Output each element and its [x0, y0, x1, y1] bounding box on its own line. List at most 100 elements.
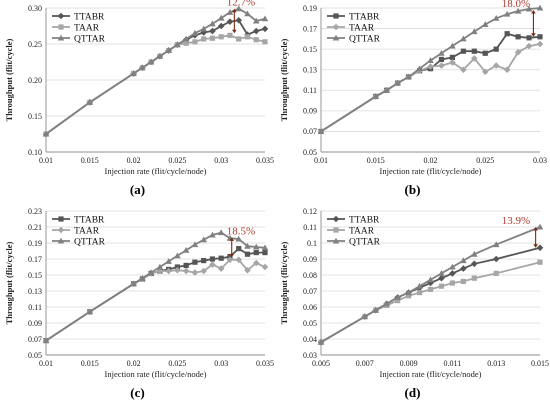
- annotation-label: 13.9%: [502, 215, 530, 227]
- x-tick-label: 0.03: [533, 156, 547, 165]
- data-point: [130, 70, 137, 77]
- data-point: [165, 258, 172, 264]
- legend-marker: [58, 24, 64, 30]
- data-point: [405, 289, 412, 296]
- x-tick-label: 0.009: [400, 359, 418, 368]
- annotation-arrowhead-top: [533, 227, 538, 231]
- data-point: [236, 36, 242, 42]
- legend-entry: TAAR: [349, 23, 375, 33]
- y-axis-title: Throughput (flit/cycle): [279, 38, 289, 121]
- data-point: [504, 31, 510, 37]
- data-point: [361, 313, 369, 320]
- chart-b-svg: 0.05 0.07 0.09 0.11 0.13 0.15 0.17 0.19 0.01 0.01…: [279, 0, 547, 176]
- y-tick-label: 0.17: [303, 24, 317, 33]
- data-point: [182, 267, 190, 275]
- series-qttar: [42, 229, 269, 344]
- legend-entry: TTABR: [74, 12, 105, 22]
- data-point: [503, 66, 511, 74]
- x-tick-label: 0.01: [314, 156, 328, 165]
- data-point: [481, 21, 489, 27]
- data-point: [182, 35, 190, 42]
- data-point: [252, 243, 260, 250]
- data-point: [416, 65, 423, 72]
- x-tick-label: 0.005: [312, 359, 330, 368]
- data-point: [460, 66, 467, 74]
- data-point: [217, 229, 225, 236]
- data-point: [165, 47, 172, 53]
- data-point: [492, 241, 500, 248]
- data-point: [209, 35, 216, 41]
- data-point: [460, 257, 467, 264]
- data-point: [209, 231, 216, 238]
- annotation-label: 18.0%: [502, 0, 530, 10]
- y-tick-label: 0.11: [303, 86, 317, 95]
- series-taar: [318, 259, 543, 345]
- data-point: [244, 242, 251, 249]
- data-point: [416, 282, 423, 289]
- x-tick-label: 0.011: [444, 359, 462, 368]
- chart-panel-c: 0.05 0.07 0.09 0.11 0.13 0.15 0.17 0.19 0.21 0.23…: [0, 203, 275, 406]
- data-point: [493, 46, 499, 52]
- data-point: [460, 265, 467, 272]
- x-tick-label: 0.015: [367, 156, 385, 165]
- data-point: [226, 18, 234, 25]
- panel-label-d: (d): [404, 385, 421, 400]
- data-point: [200, 236, 207, 243]
- legend-entry: QTTAR: [349, 34, 381, 44]
- data-point: [201, 258, 207, 264]
- data-point: [406, 293, 412, 299]
- data-point: [471, 275, 477, 281]
- data-point: [525, 5, 533, 12]
- data-point: [449, 42, 456, 49]
- data-point: [536, 40, 544, 48]
- annotation-arrowhead-top: [232, 8, 237, 13]
- legend-marker: [332, 34, 340, 41]
- series-qttar: [317, 223, 544, 345]
- data-point: [514, 48, 522, 56]
- x-tick-label: 0.03: [214, 156, 228, 165]
- x-axis-title: Injection rate (flit/cycle/node): [105, 166, 207, 176]
- series-qttar: [42, 5, 269, 137]
- data-point: [218, 34, 224, 40]
- legend-marker: [332, 23, 340, 31]
- x-axis-title: Injection rate (flit/cycle/node): [105, 369, 207, 379]
- data-point: [536, 223, 544, 230]
- y-tick-label: 0.20: [28, 76, 42, 85]
- legend-marker: [332, 237, 340, 244]
- data-point: [235, 16, 243, 24]
- data-point: [416, 290, 423, 296]
- x-tick-label: 0.015: [531, 359, 549, 368]
- y-tick-label: 0.05: [28, 351, 42, 360]
- data-point: [471, 260, 478, 268]
- data-point: [261, 244, 269, 251]
- data-point: [209, 20, 216, 27]
- data-point: [481, 68, 489, 76]
- data-point: [514, 7, 522, 14]
- data-point: [200, 267, 207, 275]
- data-point: [262, 250, 268, 256]
- data-point: [438, 49, 445, 56]
- legend-marker: [57, 12, 65, 20]
- chart-c-svg: 0.05 0.07 0.09 0.11 0.13 0.15 0.17 0.19 0.21 0.23…: [4, 207, 274, 379]
- x-tick-label: 0.03: [214, 359, 228, 368]
- x-tick-label: 0.025: [168, 156, 186, 165]
- y-axis-title: Throughput (flit/cycle): [4, 241, 14, 324]
- y-tick-label: 0.05: [303, 319, 317, 328]
- data-point: [383, 300, 390, 307]
- data-point: [183, 262, 189, 268]
- data-point: [427, 276, 434, 283]
- series-taar: [317, 40, 544, 135]
- data-point: [383, 86, 390, 93]
- data-point: [218, 255, 224, 261]
- data-point: [427, 286, 434, 292]
- data-point: [471, 28, 478, 35]
- data-point: [42, 337, 50, 344]
- y-tick-label: 0.19: [303, 4, 317, 13]
- y-tick-label: 0.15: [303, 45, 317, 54]
- annotation: 18.5%: [227, 225, 255, 258]
- y-tick-label: 0.06: [303, 303, 317, 312]
- data-point: [449, 54, 455, 60]
- legend-entry: QTTAR: [74, 237, 106, 247]
- annotation: 13.9%: [502, 215, 538, 248]
